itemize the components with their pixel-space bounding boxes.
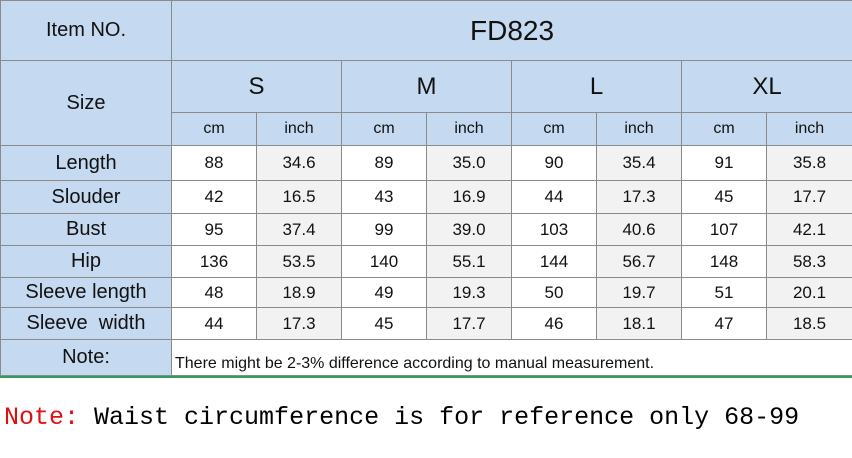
value-cell: 148 (682, 246, 767, 278)
value-cell: 45 (682, 181, 767, 214)
value-cell: 35.0 (427, 146, 512, 181)
value-cell: 43 (342, 181, 427, 214)
value-cell: 140 (342, 246, 427, 278)
row-label: Sleeve length (1, 278, 172, 308)
unit: inch (767, 113, 852, 146)
value-cell: 17.3 (597, 181, 682, 214)
value-cell: 18.1 (597, 308, 682, 340)
value-cell: 91 (682, 146, 767, 181)
unit: inch (427, 113, 512, 146)
value-cell: 58.3 (767, 246, 852, 278)
size-name: L (512, 61, 682, 113)
value-cell: 56.7 (597, 246, 682, 278)
table-row: Note:There might be 2-3% difference acco… (1, 340, 852, 376)
value-cell: 53.5 (257, 246, 342, 278)
value-cell: 89 (342, 146, 427, 181)
value-cell: 48 (172, 278, 257, 308)
value-cell: 17.7 (427, 308, 512, 340)
value-cell: 47 (682, 308, 767, 340)
note-text: There might be 2-3% difference according… (172, 340, 852, 376)
value-cell: 45 (342, 308, 427, 340)
value-cell: 37.4 (257, 214, 342, 246)
row-label: Length (1, 146, 172, 181)
value-cell: 144 (512, 246, 597, 278)
value-cell: 44 (512, 181, 597, 214)
unit: inch (597, 113, 682, 146)
row-label: Slouder (1, 181, 172, 214)
row-label: Bust (1, 214, 172, 246)
size-name: M (342, 61, 512, 113)
value-cell: 35.4 (597, 146, 682, 181)
value-cell: 95 (172, 214, 257, 246)
value-cell: 107 (682, 214, 767, 246)
value-cell: 19.7 (597, 278, 682, 308)
size-name: XL (682, 61, 852, 113)
value-cell: 18.5 (767, 308, 852, 340)
value-cell: 35.8 (767, 146, 852, 181)
value-cell: 90 (512, 146, 597, 181)
value-cell: 136 (172, 246, 257, 278)
size-name: S (172, 61, 342, 113)
footer-note: Note: Waist circumference is for referen… (0, 376, 852, 455)
table-row: Item NO.FD823 (1, 1, 852, 61)
value-cell: 46 (512, 308, 597, 340)
note-label: Note: (1, 340, 172, 376)
value-cell: 55.1 (427, 246, 512, 278)
value-cell: 17.3 (257, 308, 342, 340)
unit: cm (512, 113, 597, 146)
value-cell: 103 (512, 214, 597, 246)
value-cell: 39.0 (427, 214, 512, 246)
value-cell: 51 (682, 278, 767, 308)
value-cell: 40.6 (597, 214, 682, 246)
row-label: Hip (1, 246, 172, 278)
size-label: Size (1, 61, 172, 146)
value-cell: 34.6 (257, 146, 342, 181)
unit: cm (682, 113, 767, 146)
value-cell: 44 (172, 308, 257, 340)
unit: cm (172, 113, 257, 146)
footer-label: Note: (4, 403, 79, 432)
item-number: FD823 (172, 1, 852, 61)
value-cell: 20.1 (767, 278, 852, 308)
value-cell: 17.7 (767, 181, 852, 214)
unit: inch (257, 113, 342, 146)
value-cell: 99 (342, 214, 427, 246)
footer-text: Waist circumference is for reference onl… (94, 403, 799, 432)
value-cell: 16.5 (257, 181, 342, 214)
value-cell: 42 (172, 181, 257, 214)
value-cell: 16.9 (427, 181, 512, 214)
value-cell: 88 (172, 146, 257, 181)
value-cell: 49 (342, 278, 427, 308)
item-label: Item NO. (1, 1, 172, 61)
unit: cm (342, 113, 427, 146)
value-cell: 42.1 (767, 214, 852, 246)
value-cell: 18.9 (257, 278, 342, 308)
value-cell: 50 (512, 278, 597, 308)
value-cell: 19.3 (427, 278, 512, 308)
row-label: Sleeve width (1, 308, 172, 340)
